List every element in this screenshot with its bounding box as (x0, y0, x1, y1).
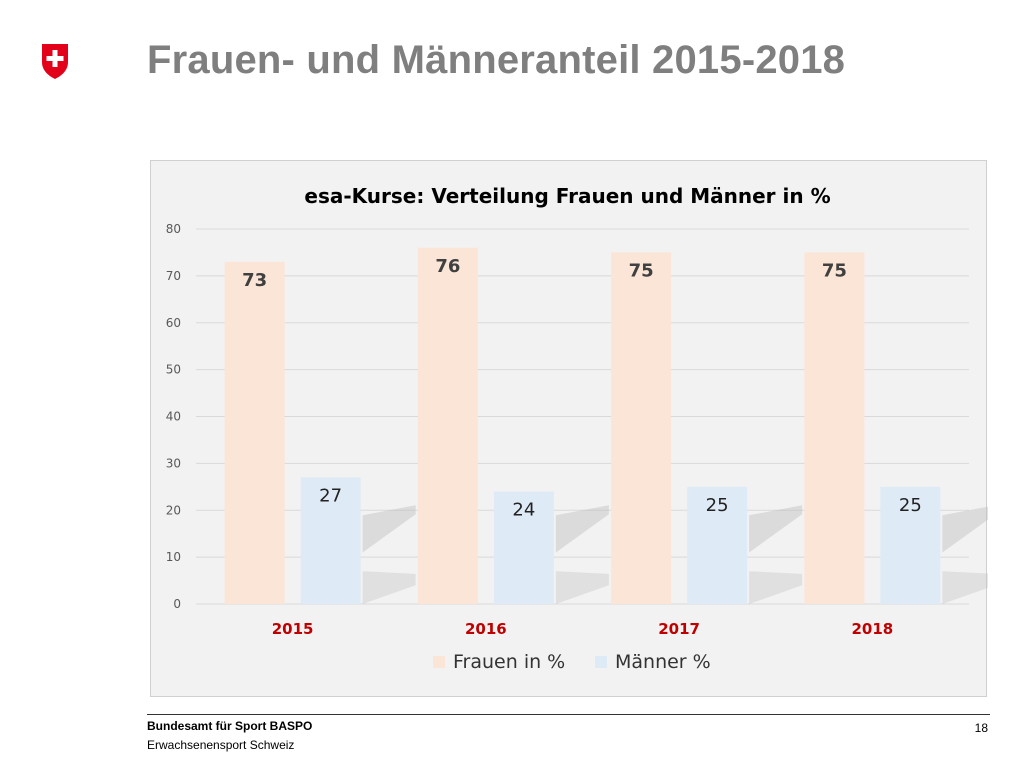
slide-title: Frauen- und Männeranteil 2015-2018 (147, 38, 846, 82)
data-label: 75 (629, 260, 654, 281)
bar-maenner (687, 486, 748, 604)
legend-label: Frauen in % (453, 651, 565, 673)
x-tick-label: 2016 (465, 620, 507, 638)
bar-frauen (804, 252, 865, 604)
bar-chart: esa-Kurse: Verteilung Frauen und Männer … (166, 184, 988, 673)
x-tick-label: 2015 (272, 620, 314, 638)
y-tick-label: 60 (166, 316, 181, 330)
bar-shadow (555, 571, 609, 604)
y-tick-label: 0 (173, 597, 181, 611)
legend-swatch (433, 656, 445, 668)
bar-maenner (300, 477, 361, 604)
page-number: 18 (974, 721, 988, 735)
bar-frauen (224, 261, 285, 604)
bar-shadow (942, 506, 988, 553)
data-label: 27 (319, 485, 342, 506)
footer-organization: Bundesamt für Sport BASPO (147, 719, 313, 733)
footer-divider (147, 714, 990, 715)
y-tick-label: 30 (166, 456, 181, 470)
data-label: 24 (512, 500, 535, 521)
x-tick-label: 2017 (658, 620, 700, 638)
chart-title: esa-Kurse: Verteilung Frauen und Männer … (304, 184, 830, 208)
bar-shadow (362, 571, 416, 604)
data-label: 25 (706, 495, 729, 516)
bar-frauen (611, 252, 672, 604)
bar-shadow (749, 571, 803, 604)
swiss-cross-icon (42, 44, 68, 79)
bar-shadow (749, 505, 803, 553)
legend-swatch (595, 656, 607, 668)
data-label: 73 (242, 270, 267, 291)
legend-label: Männer % (615, 651, 711, 673)
y-tick-label: 40 (166, 410, 181, 424)
chart-card: esa-Kurse: Verteilung Frauen und Männer … (150, 160, 988, 697)
data-label: 76 (435, 256, 460, 277)
footer-subtitle: Erwachsenensport Schweiz (147, 738, 295, 752)
y-tick-label: 20 (166, 503, 181, 517)
bar-maenner (880, 486, 941, 604)
y-tick-label: 80 (166, 222, 181, 236)
bar-shadow (942, 571, 988, 604)
bar-shadow (362, 505, 416, 553)
bar-maenner (493, 491, 554, 604)
data-label: 25 (899, 495, 922, 516)
y-tick-label: 10 (166, 550, 181, 564)
y-tick-label: 70 (166, 269, 181, 283)
bar-shadow (555, 505, 609, 553)
y-tick-label: 50 (166, 363, 181, 377)
x-tick-label: 2018 (852, 620, 894, 638)
bar-frauen (417, 247, 478, 604)
data-label: 75 (822, 260, 847, 281)
